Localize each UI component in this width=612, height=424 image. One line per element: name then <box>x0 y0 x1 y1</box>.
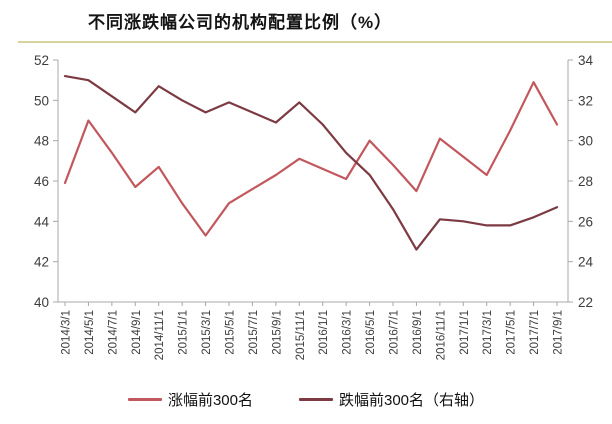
x-axis-tick-label: 2014/7/1 <box>107 310 119 355</box>
x-axis-tick-label: 2017/1/1 <box>459 310 471 355</box>
x-axis-tick-label: 2016/5/1 <box>365 310 377 355</box>
y-axis-left-tick-label: 46 <box>34 174 49 189</box>
x-axis-tick-label: 2015/3/1 <box>201 310 213 355</box>
x-axis-tick-label: 2014/5/1 <box>84 310 96 355</box>
x-axis-tick-label: 2015/11/1 <box>295 310 307 360</box>
y-axis-left-tick-label: 40 <box>34 295 49 310</box>
losers-line-marker-icon <box>299 398 333 401</box>
y-axis-right-tick-label: 30 <box>578 134 593 149</box>
x-axis-tick-label: 2016/9/1 <box>412 310 424 355</box>
x-axis-tick-label: 2017/7/1 <box>529 310 541 355</box>
y-axis-right-tick-label: 22 <box>578 295 593 310</box>
x-axis-tick-label: 2015/1/1 <box>178 310 190 355</box>
x-axis-tick-label: 2015/5/1 <box>225 310 237 355</box>
gainers-line-marker-icon <box>127 398 162 401</box>
x-axis-tick-label: 2016/3/1 <box>342 310 354 355</box>
x-axis-tick-label: 2017/5/1 <box>506 310 518 355</box>
y-axis-right-tick-label: 28 <box>578 174 593 189</box>
x-axis-tick-label: 2014/11/1 <box>154 310 166 360</box>
legend-item-gainers: 涨幅前300名 <box>127 389 253 410</box>
y-axis-left-tick-label: 42 <box>34 255 49 270</box>
x-axis-tick-label: 2015/7/1 <box>248 310 260 355</box>
x-axis-tick-label: 2016/7/1 <box>389 310 401 355</box>
y-axis-right-tick-label: 34 <box>578 53 594 68</box>
legend-label-losers: 跌幅前300名（右轴） <box>339 392 485 409</box>
series-line-0 <box>63 81 559 237</box>
y-axis-left-tick-label: 44 <box>34 214 50 229</box>
series-line-1 <box>63 74 559 251</box>
legend-label-gainers: 涨幅前300名 <box>167 392 253 409</box>
x-axis-tick-label: 2017/3/1 <box>482 310 494 355</box>
y-axis-left-tick-label: 48 <box>34 134 49 149</box>
legend-item-losers: 跌幅前300名（右轴） <box>299 389 484 410</box>
x-axis-tick-label: 2016/11/1 <box>435 310 447 360</box>
x-axis-tick-label: 2016/1/1 <box>318 310 330 355</box>
page-title: 不同涨跌幅公司的机构配置比例（%） <box>88 13 393 32</box>
title-underline <box>18 41 612 43</box>
x-axis-tick-label: 2014/9/1 <box>131 310 143 355</box>
y-axis-left-tick-label: 52 <box>34 53 49 68</box>
y-axis-right-tick-label: 32 <box>578 93 593 108</box>
x-axis-tick-label: 2017/9/1 <box>553 310 565 355</box>
y-axis-right-tick-label: 26 <box>578 214 593 229</box>
y-axis-right-tick-label: 24 <box>578 255 594 270</box>
chart-legend: 涨幅前300名 跌幅前300名（右轴） <box>0 389 612 410</box>
x-axis-tick-label: 2014/3/1 <box>61 310 73 355</box>
y-axis-left-tick-label: 50 <box>34 93 49 108</box>
x-axis-tick-label: 2015/9/1 <box>271 310 283 355</box>
